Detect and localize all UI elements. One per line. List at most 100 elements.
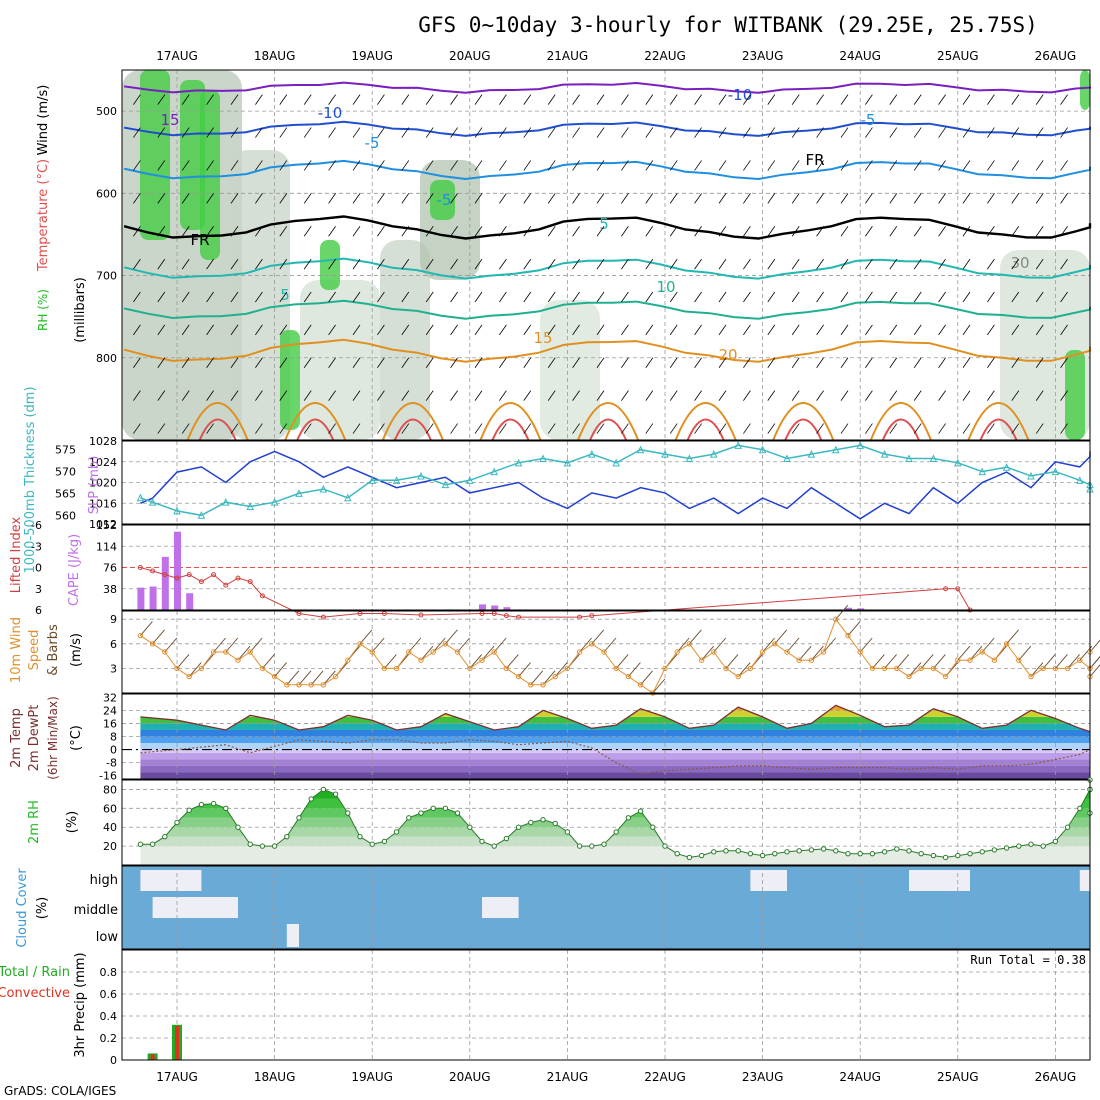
chart-title: GFS 0~10day 3-hourly for WITBANK (29.25E… <box>418 13 1038 37</box>
upper-wind-barb <box>767 193 776 204</box>
upper-wind-barb <box>669 357 678 369</box>
upper-wind-barb <box>230 160 239 171</box>
upper-wind-barb <box>938 258 946 270</box>
temp-tick-label: 24 <box>103 704 117 717</box>
upper-wind-barb <box>133 94 141 105</box>
upper-wind-barb <box>938 193 946 204</box>
wind-barb <box>640 670 653 686</box>
upper-wind-barb <box>499 258 507 270</box>
upper-wind-barb <box>547 291 556 303</box>
upper-wind-barb <box>572 225 580 237</box>
rh-point <box>235 824 241 830</box>
upper-wind-barb <box>816 193 824 204</box>
top-day-label: 19AUG <box>351 49 393 63</box>
upper-wind-barb <box>1011 291 1020 303</box>
upper-wind-barb <box>352 423 361 434</box>
upper-wind-barb <box>279 324 288 336</box>
wind-frame <box>121 610 1091 694</box>
upper-wind-barb <box>328 193 336 204</box>
upper-wind-barb <box>401 390 410 401</box>
upper-wind-barb <box>523 423 532 434</box>
wind-barb <box>298 670 312 686</box>
bottom-day-label: 20AUG <box>449 1070 491 1084</box>
lifted-index-point <box>955 586 961 592</box>
temp-2m-line <box>140 704 1091 733</box>
wind-barb <box>872 654 885 669</box>
rh-point <box>1003 845 1010 851</box>
upper-wind-barb <box>596 357 605 369</box>
upper-wind-barb <box>230 357 239 369</box>
upper-wind-barb <box>474 357 483 369</box>
wind-barb <box>506 654 519 669</box>
isotherm-5 <box>123 257 1091 280</box>
lifted-index-point <box>247 579 253 585</box>
upper-wind-barb <box>279 225 288 237</box>
upper-wind-barb <box>328 357 336 369</box>
wind-tick-label: 9 <box>110 613 117 626</box>
slp-axis-label: SLP (mb) <box>87 456 102 515</box>
upper-wind-barb <box>377 390 385 401</box>
slp-tick-label: 1020 <box>89 477 117 490</box>
upper-wind-barb <box>279 423 288 434</box>
thickness-tick-label: 565 <box>55 487 76 500</box>
upper-wind-barb <box>1011 193 1020 204</box>
upper-wind-barb <box>791 94 800 105</box>
upper-wind-barb <box>181 258 190 270</box>
wind-speed-point <box>137 632 144 639</box>
upper-wind-barb <box>938 127 946 138</box>
upper-wind-barb <box>645 160 654 171</box>
precip-tick-label: 0.2 <box>100 1032 118 1045</box>
rh-point <box>735 848 741 854</box>
wind-speed-point <box>430 649 436 655</box>
upper-wind-barb <box>913 258 922 270</box>
upper-wind-barb <box>377 423 385 434</box>
upper-wind-barb <box>133 160 141 171</box>
wind-barb <box>164 637 178 653</box>
wind-barb <box>493 637 507 653</box>
upper-wind-barb <box>255 258 263 270</box>
upper-wind-barb <box>962 423 971 434</box>
upper-wind-barb <box>669 258 678 270</box>
rh-point <box>223 805 229 812</box>
upper-wind-barb <box>1035 127 1044 138</box>
wind-barb <box>310 670 324 686</box>
upper-wind-barb <box>889 324 898 336</box>
upper-wind-barb <box>425 291 434 303</box>
pressure-tick-label: 600 <box>96 187 117 200</box>
temp-color-band <box>140 710 1090 717</box>
top-day-label: 23AUG <box>742 49 784 63</box>
upper-wind-barb <box>889 127 898 138</box>
upper-wind-barb <box>596 423 605 434</box>
wind-speed-point <box>967 657 973 663</box>
upper-wind-barb <box>206 390 214 401</box>
cloud-axis-label-1: Cloud Cover <box>15 868 30 948</box>
wind-speed-point <box>552 673 558 680</box>
upper-wind-barb <box>157 258 166 270</box>
upper-wind-barb <box>303 94 312 105</box>
rh-point <box>662 843 668 849</box>
upper-wind-barb <box>401 291 410 303</box>
upper-wind-barb <box>791 127 800 138</box>
upper-wind-barb <box>767 160 776 171</box>
upper-wind-barb <box>352 324 361 336</box>
wind-barb <box>1030 662 1044 677</box>
upper-wind-barb <box>718 324 727 336</box>
upper-wind-barb <box>328 258 336 270</box>
upper-wind-barb <box>157 357 166 369</box>
isotherm-20-loop <box>186 402 249 441</box>
rh-point <box>467 824 473 830</box>
precip-rain-bar <box>150 1054 155 1060</box>
wind-barb <box>847 621 861 636</box>
upper-wind-barb <box>230 423 239 434</box>
upper-wind-barb <box>572 193 580 204</box>
upper-wind-barb <box>425 160 434 171</box>
upper-wind-barb <box>596 258 605 270</box>
li-tick-label: 3 <box>35 583 42 596</box>
lifted-index-point <box>211 572 217 578</box>
upper-wind-barb <box>572 357 580 369</box>
upper-wind-barb <box>889 390 898 401</box>
upper-wind-barb <box>181 225 190 237</box>
wind-barb <box>737 662 751 677</box>
upper-wind-barb <box>181 127 190 138</box>
upper-wind-barb <box>791 258 800 270</box>
